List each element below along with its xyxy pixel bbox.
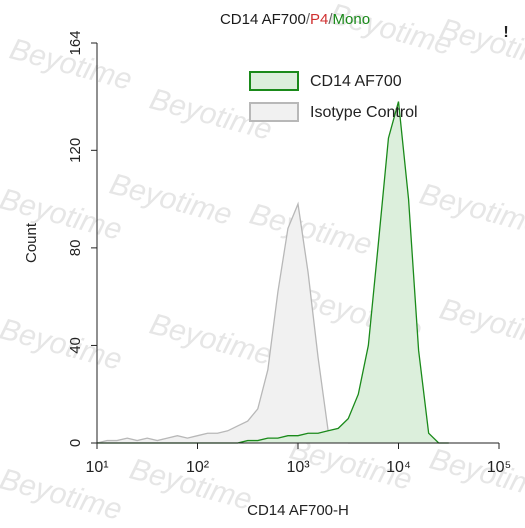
legend-label: CD14 AF700: [310, 73, 402, 90]
title-part: /: [328, 11, 333, 28]
watermark: Beyotime: [436, 293, 525, 357]
watermark: Beyotime: [246, 198, 375, 262]
y-tick-label: 40: [67, 337, 84, 354]
watermark: Beyotime: [416, 178, 525, 242]
title-part: Mono: [333, 11, 371, 28]
y-tick-label: 120: [67, 138, 84, 163]
histogram-fill: [97, 203, 449, 443]
histogram-fill: [97, 101, 449, 443]
legend-swatch: [249, 102, 299, 122]
title-part: P4: [310, 11, 328, 28]
y-axis-label: Count: [23, 222, 40, 263]
x-tick-label: 10³: [286, 459, 310, 476]
y-tick-label: 0: [67, 439, 84, 447]
watermark: Beyotime: [0, 183, 125, 247]
watermark: Beyotime: [436, 13, 525, 77]
watermark: Beyotime: [146, 308, 275, 372]
x-axis-label: CD14 AF700-H: [247, 502, 349, 519]
flag-icon: !: [503, 24, 508, 41]
watermark: Beyotime: [326, 0, 455, 62]
x-tick-label: 10¹: [85, 459, 108, 476]
x-tick-label: 10²: [186, 459, 210, 476]
legend-label: Isotype Control: [310, 104, 418, 121]
title-part: CD14 AF700: [220, 11, 306, 28]
y-tick-label: 80: [67, 240, 84, 257]
legend-swatch: [249, 71, 299, 91]
watermark: Beyotime: [0, 313, 125, 377]
title-part: /: [306, 11, 311, 28]
y-tick-label: 164: [67, 30, 84, 55]
chart-title: CD14 AF700/P4/Mono: [220, 11, 370, 28]
x-tick-label: 10⁵: [487, 459, 511, 476]
x-tick-label: 10⁴: [386, 459, 411, 476]
watermark: Beyotime: [106, 168, 235, 232]
